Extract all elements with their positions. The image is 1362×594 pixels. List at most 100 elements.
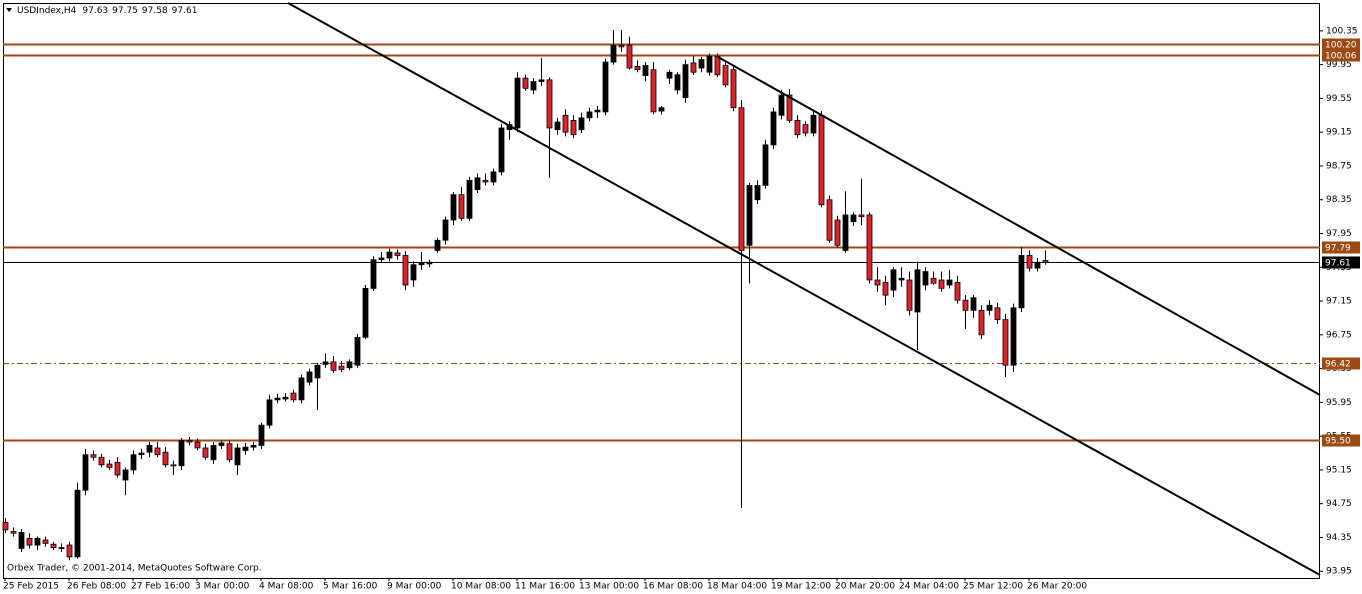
candle-body bbox=[802, 124, 809, 134]
candle-body bbox=[178, 439, 185, 467]
candle-body bbox=[234, 447, 241, 466]
candle-body bbox=[890, 269, 897, 291]
candle-body bbox=[138, 452, 145, 456]
candle-body bbox=[474, 177, 481, 191]
x-tick-label: 27 Feb 16:00 bbox=[131, 582, 190, 592]
price-label-box bbox=[1322, 49, 1360, 62]
candle-body bbox=[906, 279, 913, 311]
candle-body bbox=[410, 264, 417, 281]
x-tick-label: 13 Mar 00:00 bbox=[579, 582, 639, 592]
y-tick-label: 95.95 bbox=[1326, 398, 1352, 408]
candle-body bbox=[658, 107, 665, 112]
y-tick-label: 97.95 bbox=[1326, 229, 1352, 239]
x-tick-label: 26 Feb 08:00 bbox=[67, 582, 126, 592]
candle-body bbox=[738, 107, 745, 251]
candle-body bbox=[442, 219, 449, 241]
candle-body bbox=[698, 59, 705, 69]
y-tick-label: 98.75 bbox=[1326, 161, 1352, 171]
candle-body bbox=[274, 397, 281, 401]
candle-body bbox=[114, 461, 121, 476]
y-tick-label: 98.35 bbox=[1326, 195, 1352, 205]
candle-body bbox=[602, 61, 609, 113]
candle-body bbox=[378, 257, 385, 261]
price-label: 96.42 bbox=[1325, 360, 1351, 370]
candle-body bbox=[394, 252, 401, 256]
candle-body bbox=[522, 77, 529, 89]
candle-body bbox=[18, 532, 25, 549]
candle-body bbox=[66, 544, 73, 558]
ohlc-close: 97.61 bbox=[172, 6, 198, 16]
price-label: 100.20 bbox=[1325, 41, 1357, 51]
price-label-box bbox=[1322, 357, 1360, 370]
candle-body bbox=[458, 194, 465, 219]
candle-body bbox=[58, 547, 65, 550]
price-label: 95.50 bbox=[1325, 437, 1351, 447]
price-label: 97.61 bbox=[1325, 259, 1351, 269]
candle-body bbox=[850, 214, 857, 223]
x-tick-label: 20 Mar 20:00 bbox=[835, 582, 895, 592]
y-tick-label: 94.75 bbox=[1326, 499, 1352, 509]
candle-body bbox=[706, 55, 713, 73]
candle-body bbox=[106, 463, 113, 468]
candle-body bbox=[834, 219, 841, 246]
candle-body bbox=[914, 269, 921, 313]
price-label-box bbox=[1322, 38, 1360, 51]
symbol-title: USDIndex,H4 97.63 97.75 97.58 97.61 bbox=[17, 6, 197, 16]
candle-body bbox=[498, 127, 505, 173]
candle-body bbox=[170, 464, 177, 467]
candle-body bbox=[730, 69, 737, 109]
candle-body bbox=[994, 307, 1001, 321]
candle-body bbox=[210, 445, 217, 461]
candle-body bbox=[282, 396, 289, 400]
candle-body bbox=[546, 79, 553, 129]
candle-body bbox=[562, 114, 569, 133]
candle-body bbox=[314, 364, 321, 379]
candle-body bbox=[618, 44, 625, 48]
candle-body bbox=[450, 194, 457, 221]
candle-body bbox=[530, 81, 537, 91]
candle-body bbox=[626, 44, 633, 69]
candle-body bbox=[298, 377, 305, 401]
overlay: 100.3599.9599.5599.1598.7598.3597.9597.5… bbox=[3, 26, 1360, 592]
candle-body bbox=[962, 299, 969, 311]
candle-body bbox=[98, 456, 105, 466]
y-tick-label: 100.35 bbox=[1326, 26, 1358, 36]
candle-body bbox=[122, 469, 129, 481]
candle-body bbox=[26, 537, 33, 546]
candle-body bbox=[794, 119, 801, 136]
candle-body bbox=[146, 445, 153, 453]
candle-body bbox=[826, 199, 833, 241]
plot-frame bbox=[3, 3, 1320, 579]
candle-body bbox=[154, 447, 161, 456]
price-label: 100.06 bbox=[1325, 52, 1357, 62]
y-tick-label: 99.15 bbox=[1326, 128, 1352, 138]
y-tick-label: 97.15 bbox=[1326, 297, 1352, 307]
candle-body bbox=[426, 261, 433, 265]
x-tick-label: 11 Mar 16:00 bbox=[515, 582, 575, 592]
candle-body bbox=[778, 94, 785, 116]
candle-body bbox=[930, 277, 937, 284]
candle-body bbox=[290, 392, 297, 401]
candle-body bbox=[1010, 307, 1017, 366]
candle-body bbox=[202, 447, 209, 458]
candle-body bbox=[586, 111, 593, 119]
candle-body bbox=[570, 119, 577, 136]
menu-arrow[interactable] bbox=[6, 8, 12, 12]
y-tick-label: 95.15 bbox=[1326, 465, 1352, 475]
candle-body bbox=[978, 309, 985, 336]
candle-body bbox=[1042, 260, 1049, 263]
ohlc-open: 97.63 bbox=[82, 6, 108, 16]
candle-body bbox=[690, 62, 697, 73]
candle-body bbox=[434, 239, 441, 251]
candle-body bbox=[130, 454, 137, 471]
candle-body bbox=[634, 65, 641, 71]
candle-body bbox=[386, 251, 393, 259]
candle-body bbox=[370, 259, 377, 289]
y-tick-label: 99.95 bbox=[1326, 60, 1352, 70]
candle-body bbox=[810, 114, 817, 134]
candle-body bbox=[866, 214, 873, 281]
candle-body bbox=[986, 304, 993, 311]
candle-body bbox=[306, 371, 313, 383]
candle-body bbox=[594, 109, 601, 113]
